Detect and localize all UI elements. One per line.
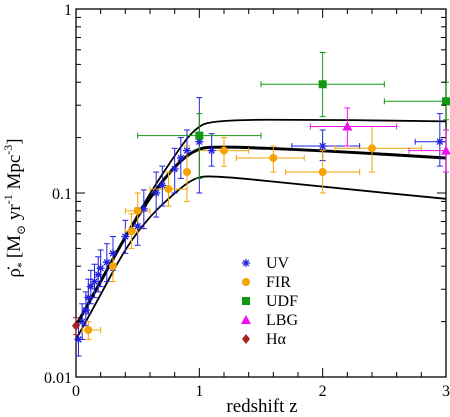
data-point-star — [84, 293, 93, 302]
star-ray — [82, 307, 90, 314]
data-point-star — [133, 222, 142, 231]
star-ray — [134, 222, 141, 230]
data-point-circle — [127, 227, 136, 236]
star-ray — [171, 165, 178, 173]
data-point-triangle — [342, 121, 353, 131]
data-point-circle — [368, 144, 376, 153]
legend-marker-circle — [242, 278, 250, 286]
y-tick-label: 0.01 — [44, 370, 72, 387]
data-point-triangle — [441, 145, 450, 155]
star-ray — [319, 142, 326, 150]
data-point-star — [86, 282, 95, 291]
data-point-circle — [269, 153, 278, 162]
data-point-star — [102, 258, 111, 267]
star-ray — [103, 259, 111, 266]
x-tick-label: 2 — [319, 383, 327, 400]
data-point-circle — [164, 185, 173, 194]
legend-entry: UV — [242, 255, 290, 272]
data-point-star — [435, 137, 444, 146]
legend-label: FIR — [266, 274, 291, 291]
data-point-star — [183, 146, 191, 155]
data-point-diamond — [72, 320, 80, 331]
data-point-star — [139, 204, 148, 213]
star-ray — [122, 233, 129, 240]
data-point-star — [158, 181, 167, 190]
data-point-star — [121, 232, 130, 241]
data-point-circle — [220, 146, 228, 155]
x-tick-label: 3 — [442, 383, 450, 400]
fit-line-lower — [75, 175, 447, 340]
legend-marker-square — [242, 297, 250, 305]
axis-ticks: 0 1 2 3 0.01 0.1 1 — [44, 2, 450, 400]
star-ray — [196, 138, 203, 145]
star-ray — [109, 250, 117, 257]
legend-entry: LBG — [241, 312, 298, 329]
x-tick-label: 0 — [72, 383, 80, 400]
star-ray — [436, 138, 444, 145]
legend: UV FIR UDF LBG Hα — [241, 255, 298, 348]
data-point-star — [152, 189, 161, 197]
data-point-circle — [183, 168, 191, 177]
data-point-star — [94, 270, 103, 279]
star-ray — [97, 264, 104, 272]
star-ray — [183, 147, 191, 154]
data-point-square — [318, 80, 327, 89]
x-axis-label: redshift z — [226, 396, 297, 417]
legend-marker-diamond — [242, 334, 250, 344]
data-point-star — [81, 306, 90, 315]
legend-entry: Hα — [242, 331, 287, 348]
legend-marker-star — [242, 259, 250, 267]
data-point-star — [96, 264, 105, 273]
data-point-circle — [84, 326, 93, 335]
svg-text:ρ̇*[M⊙ yr-1 Mpc-3]: ρ̇*[M⊙ yr-1 Mpc-3] — [1, 138, 28, 277]
star-ray — [94, 271, 102, 278]
data-points — [72, 80, 450, 344]
legend-label: LBG — [266, 312, 298, 329]
data-point-star — [207, 146, 216, 155]
data-point-star — [318, 142, 327, 151]
legend-label: UV — [266, 255, 290, 272]
legend-label: Hα — [266, 331, 287, 348]
star-ray — [177, 154, 185, 162]
star-ray — [87, 283, 95, 290]
legend-marker-triangle — [241, 315, 251, 324]
y-axis-label: ρ̇*[M⊙ yr-1 Mpc-3] — [1, 138, 28, 277]
data-point-star — [74, 335, 83, 344]
data-point-star — [170, 165, 179, 174]
data-point-circle — [318, 168, 327, 177]
star-ray — [140, 205, 148, 213]
star-ray — [75, 336, 82, 343]
data-point-star — [176, 153, 185, 162]
data-point-circle — [133, 206, 142, 215]
data-point-star — [90, 277, 99, 286]
legend-label: UDF — [266, 293, 298, 310]
legend-entry: FIR — [242, 274, 291, 291]
x-tick-label: 1 — [195, 383, 203, 400]
data-point-circle — [109, 262, 117, 271]
star-ray — [78, 318, 86, 325]
data-point-square — [195, 131, 204, 140]
star-ray — [242, 259, 250, 267]
star-ray — [91, 278, 98, 285]
star-ray — [85, 294, 92, 301]
star-ray — [208, 147, 215, 154]
data-point-star — [109, 249, 117, 258]
y-tick-label: 0.1 — [52, 186, 72, 203]
y-tick-label: 1 — [64, 2, 72, 19]
legend-entry: UDF — [242, 293, 298, 310]
star-ray — [159, 182, 166, 189]
star-ray — [152, 189, 160, 197]
error-bars — [73, 52, 449, 357]
data-point-square — [442, 97, 450, 106]
data-point-star — [78, 317, 87, 326]
